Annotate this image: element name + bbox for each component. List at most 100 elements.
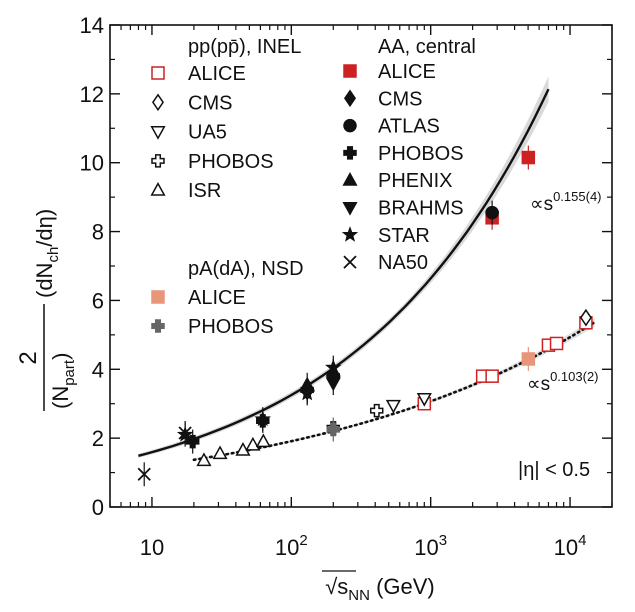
y-tick-label: 4	[92, 357, 104, 382]
point-x-cross	[137, 467, 151, 481]
point-open-triangle-up	[245, 436, 261, 451]
y-tick-label: 2	[92, 426, 104, 451]
legend-marker-open-triangle-down	[150, 126, 166, 140]
series-aa-atlas	[485, 200, 499, 225]
legend-title: pp(pp̄), INEL	[188, 36, 301, 58]
y-tick-label: 14	[80, 13, 104, 38]
series-pa-phobos	[326, 417, 341, 442]
legend-label: ALICE	[188, 287, 246, 309]
x-tick-label: 103	[414, 532, 447, 560]
legend-marker-filled-triangle-up	[342, 172, 358, 186]
point-filled-circle	[485, 205, 499, 220]
point-open-triangle-up	[212, 445, 228, 460]
point-open-square	[549, 336, 564, 351]
legend-label: STAR	[378, 225, 430, 247]
legend-entry: PHOBOS	[151, 151, 274, 173]
legend-label: ATLAS	[378, 116, 440, 138]
y-label-quantity: (dNch/dη)	[32, 209, 62, 298]
series-pp-cms	[579, 308, 592, 327]
x-tick-label: 102	[275, 532, 308, 560]
legend-marker-open-diamond	[151, 93, 165, 112]
series-pa-alice	[521, 346, 536, 371]
legend-entry: ALICE	[151, 63, 246, 85]
y-axis: 0 2 4 6 8 10 12 14	[80, 13, 612, 520]
legend-marker-filled-cross	[343, 146, 357, 160]
legend-marker-filled-square	[151, 290, 165, 304]
point-x-cross	[178, 426, 192, 440]
legend-marker-x-cross	[343, 255, 357, 269]
legend-label: ISR	[188, 180, 221, 202]
series-pp-isr	[196, 433, 271, 467]
series-aa-na50	[137, 420, 192, 487]
legend-middle-left: pA(dA), NSD ALICE PHOBOS	[151, 258, 304, 338]
series-aa-star	[176, 355, 342, 447]
y-tick-label: 12	[80, 82, 104, 107]
legend-title: AA, central	[378, 36, 476, 58]
legend-marker-filled-square	[343, 64, 357, 78]
legend-marker-open-cross	[151, 154, 165, 168]
point-filled-star	[298, 384, 316, 401]
y-tick-label: 8	[92, 220, 104, 245]
legend-entry: PHOBOS	[343, 143, 464, 165]
legend-label: CMS	[188, 92, 232, 114]
legend-entry: NA50	[343, 252, 428, 274]
legend-entry: STAR	[341, 225, 430, 247]
legend-label: BRAHMS	[378, 198, 464, 220]
y-label-denominator: (Npart)	[48, 353, 78, 409]
legend-marker-filled-star	[341, 226, 359, 242]
y-tick-label: 6	[92, 288, 104, 313]
legend-entry: CMS	[151, 92, 232, 114]
x-axis-label: √sNN (GeV)	[325, 574, 435, 604]
legend-marker-filled-cross	[151, 319, 165, 333]
y-tick-label: 0	[92, 495, 104, 520]
legend-label: CMS	[378, 88, 422, 110]
aa-fit-label: ∝s0.155(4)	[530, 189, 602, 215]
point-filled-square	[521, 352, 536, 366]
aa-fit-line	[138, 88, 550, 457]
legend-entry: ATLAS	[343, 116, 440, 138]
legend-label: UA5	[188, 122, 227, 144]
point-open-triangle-down	[385, 399, 401, 414]
series-pp-ua5	[385, 393, 432, 414]
legend-entry: PHOBOS	[151, 316, 274, 338]
legend-top-left: pp(pp̄), INEL ALICE CMS UA5 PHOBOS ISR	[150, 36, 301, 202]
x-tick-label: 10	[140, 535, 164, 560]
legend-label: NA50	[378, 252, 428, 274]
x-tick-label: 104	[554, 532, 587, 560]
legend-label: PHOBOS	[378, 143, 464, 165]
eta-cut: |η| < 0.5	[518, 459, 590, 481]
legend-entry: CMS	[343, 88, 422, 110]
legend-entry: ALICE	[343, 61, 436, 83]
point-filled-square	[521, 150, 536, 165]
x-axis: 10 102 103 104	[109, 25, 613, 560]
point-open-diamond	[579, 308, 592, 327]
pp-fit-label: ∝s0.103(2)	[527, 369, 599, 395]
point-open-triangle-up	[255, 433, 271, 448]
legend-marker-open-triangle-up	[150, 182, 166, 196]
y-label-numerator: 2	[15, 351, 42, 364]
legend-marker-filled-circle	[343, 118, 357, 133]
point-open-triangle-up	[196, 452, 212, 467]
legend-label: PHOBOS	[188, 316, 274, 338]
legend-marker-filled-triangle-down	[342, 201, 358, 216]
pp-fit-line	[192, 321, 596, 462]
point-filled-star	[325, 358, 342, 375]
point-filled-cross	[326, 422, 341, 437]
point-open-square	[485, 369, 499, 383]
legend-entry: BRAHMS	[342, 198, 464, 220]
legend-label: PHENIX	[378, 170, 452, 192]
point-filled-star	[254, 410, 271, 427]
y-tick-label: 10	[80, 151, 104, 176]
legend-entry: UA5	[150, 122, 227, 144]
data-points	[137, 145, 593, 487]
y-axis-label: 2 (Npart) (dNch/dη)	[15, 209, 78, 411]
legend-entry: PHENIX	[342, 170, 452, 192]
point-open-cross	[369, 403, 384, 418]
legend-entry: ALICE	[151, 287, 246, 309]
legend-label: ALICE	[188, 63, 246, 85]
legend-entry: ISR	[150, 180, 221, 202]
point-open-triangle-down	[416, 393, 432, 407]
legend-top-right: AA, central ALICE CMS ATLAS PHOBOS PHENIX BRAH…	[341, 36, 476, 274]
legend-marker-open-square	[151, 66, 165, 80]
